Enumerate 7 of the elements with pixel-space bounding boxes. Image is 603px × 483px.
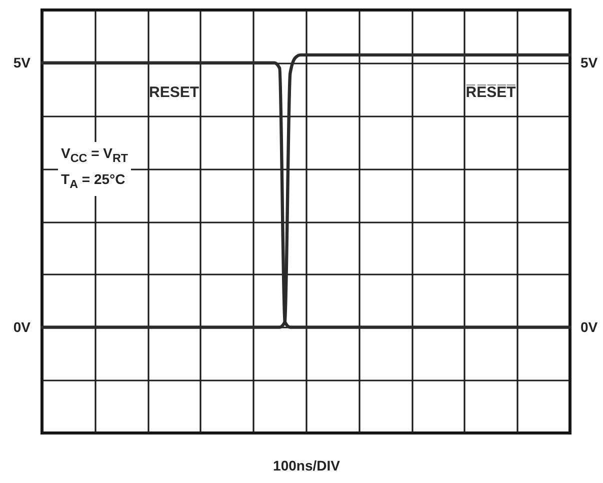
- x-axis-title: 100ns/DIV: [273, 458, 341, 474]
- annotation: T$_{A}$ = 25°C: [61, 170, 126, 193]
- series-label: RESET: [148, 84, 200, 101]
- y2-tick-label: 0V: [580, 318, 598, 335]
- y2-tick-label: 5V: [580, 54, 598, 70]
- series-label: R̅E̅S̅E̅T̅: [466, 84, 516, 101]
- annotation: V$_{CC}$ = V$_{RT}$: [61, 144, 128, 167]
